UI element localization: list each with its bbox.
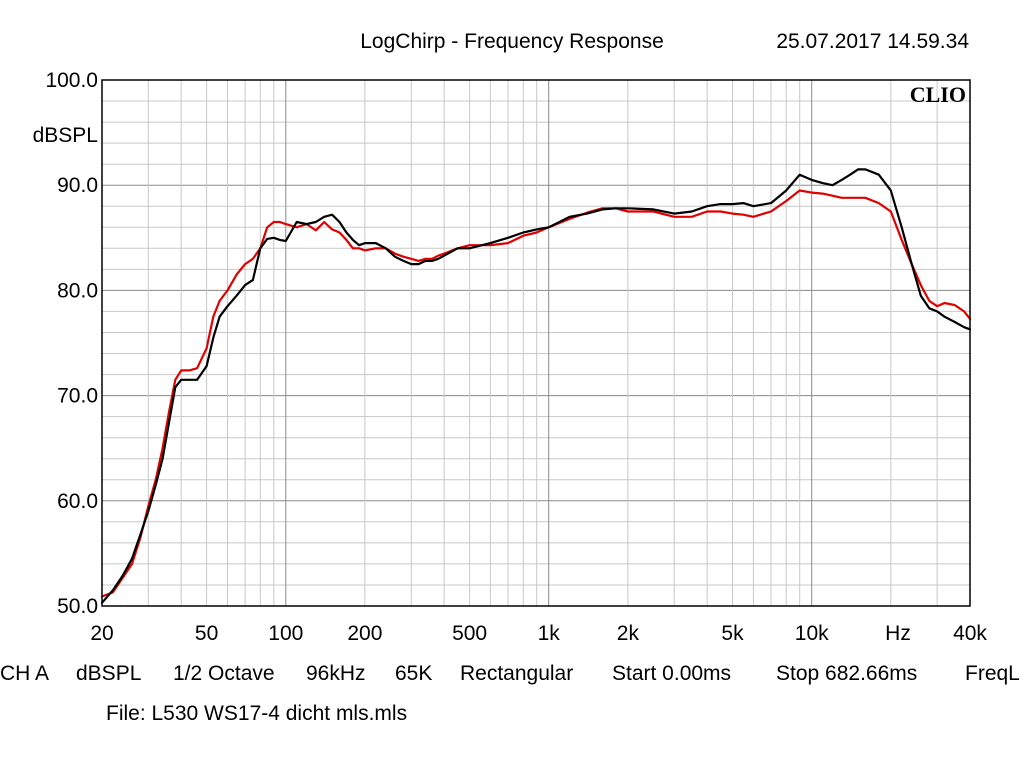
setting-item: 96kHz — [306, 662, 366, 685]
y-tick-label: 100.0 — [45, 69, 98, 92]
x-tick-label: 200 — [347, 622, 382, 645]
y-tick-label: 60.0 — [57, 490, 98, 513]
setting-item: 1/2 Octave — [173, 662, 275, 685]
x-tick-label: 50 — [195, 622, 218, 645]
y-tick-labels: 100.0 90.0 80.0 70.0 60.0 50.0 — [45, 69, 98, 618]
y-axis-label: dBSPL — [33, 124, 98, 147]
series-line-1 — [100, 189, 972, 598]
y-tick-label: 70.0 — [57, 385, 98, 408]
file-name: File: L530 WS17-4 dicht mls.mls — [106, 702, 407, 725]
setting-item: 65K — [395, 662, 432, 685]
setting-item: Stop 682.66ms — [776, 662, 917, 685]
x-tick-label: 1k — [538, 622, 561, 645]
setting-item: Rectangular — [460, 662, 573, 685]
plot-series — [100, 168, 972, 604]
setting-item: FreqL — [965, 662, 1020, 685]
setting-item: CH A — [0, 662, 49, 685]
x-tick-label: 10k — [795, 622, 829, 645]
timestamp: 25.07.2017 14.59.34 — [776, 30, 969, 53]
x-axis-unit: Hz — [885, 622, 911, 645]
y-tick-label: 80.0 — [57, 279, 98, 302]
x-tick-label: 2k — [617, 622, 640, 645]
clio-logo: CLIO — [910, 82, 966, 107]
x-tick-label: 500 — [452, 622, 487, 645]
y-tick-label: 50.0 — [57, 595, 98, 618]
y-tick-label: 90.0 — [57, 174, 98, 197]
x-tick-label: 20 — [90, 622, 113, 645]
plot-frame — [101, 79, 971, 607]
x-tick-label: 5k — [721, 622, 744, 645]
setting-item: dBSPL — [76, 662, 141, 685]
chart-title: LogChirp - Frequency Response — [360, 30, 664, 53]
measurement-settings: CH A dBSPL 1/2 Octave 96kHz 65K Rectangular St… — [0, 662, 1020, 685]
setting-item: Start 0.00ms — [612, 662, 731, 685]
x-tick-label: 100 — [268, 622, 303, 645]
x-tick-labels: 20 50 100 200 500 1k 2k 5k 10k 40k — [90, 622, 987, 645]
plot-grid — [102, 80, 970, 606]
x-tick-label: 40k — [953, 622, 987, 645]
series-line-2 — [100, 168, 972, 604]
